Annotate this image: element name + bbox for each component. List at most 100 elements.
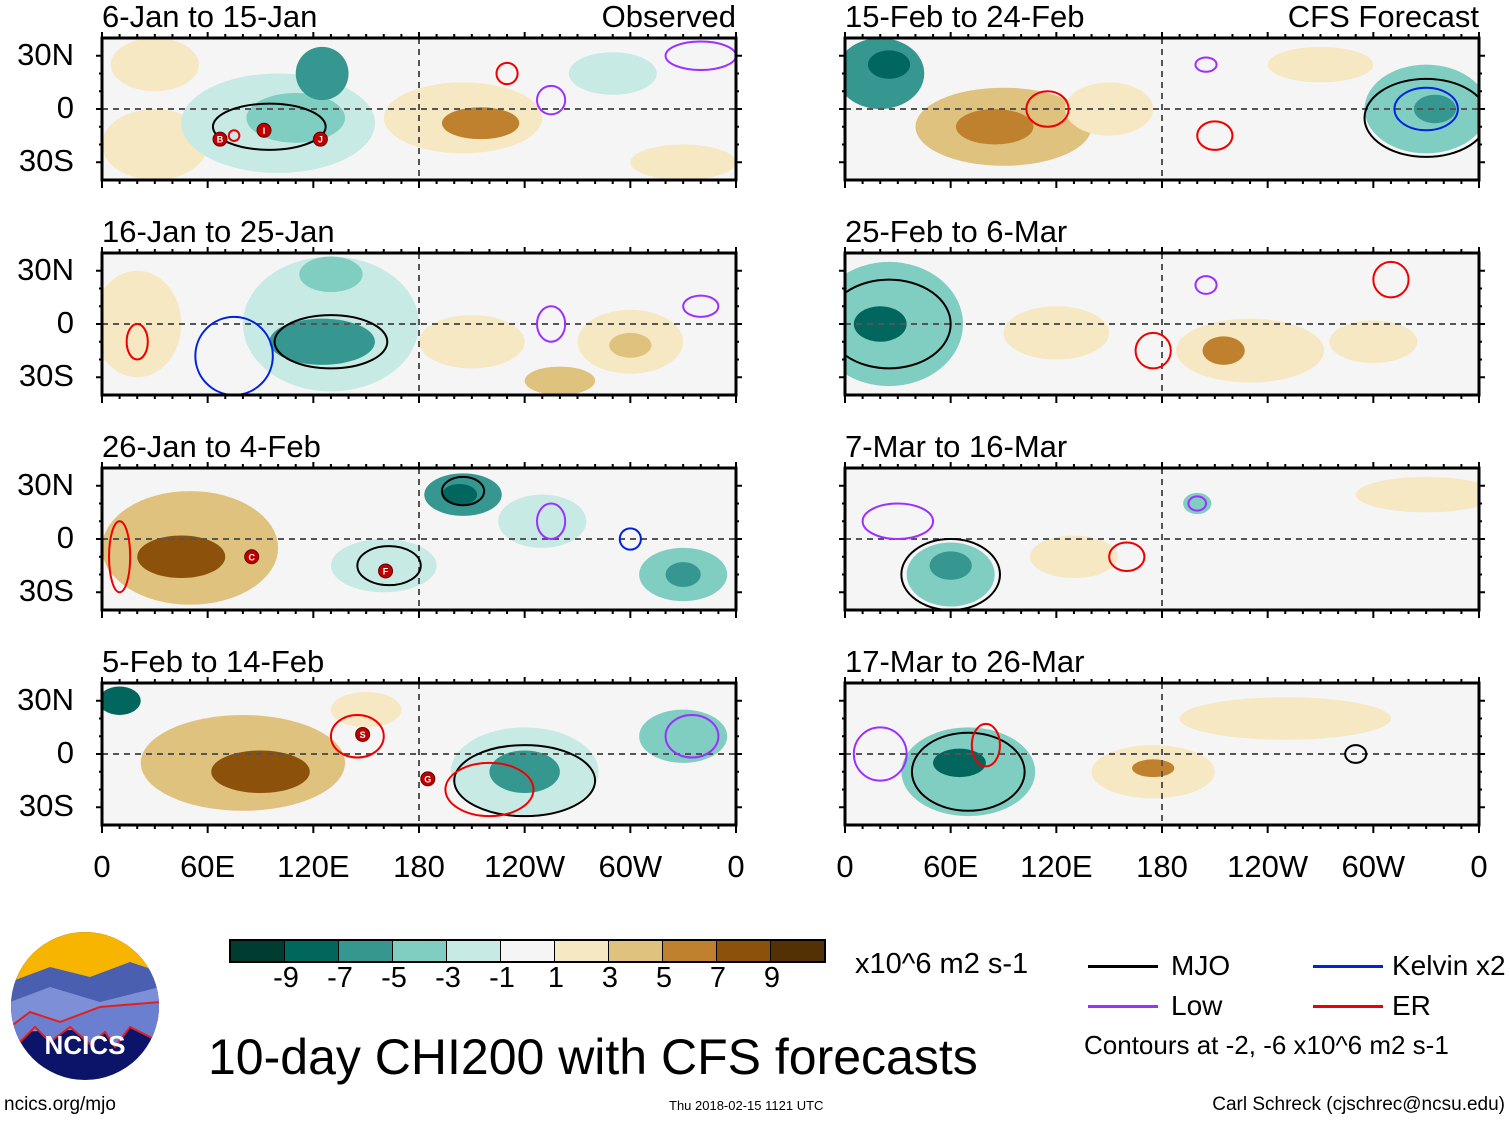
storm-icon: I: [256, 122, 272, 138]
contour-mjo: [440, 475, 486, 507]
legend-label-mjo: MJO: [1171, 950, 1231, 981]
contour-low: [1194, 275, 1218, 295]
contour-mjo: [845, 278, 952, 370]
colorbar-swatch: [393, 941, 447, 961]
svg-text:J: J: [318, 135, 323, 145]
colorbar-tick-label: -5: [381, 962, 407, 994]
colorbar-swatch: [501, 941, 555, 961]
anomaly-region: [630, 144, 736, 180]
map-panel: [839, 462, 1485, 618]
anomaly-region: [441, 107, 520, 140]
contour-er: [444, 761, 535, 818]
storm-icon: G: [420, 771, 436, 787]
anomaly-region: [639, 709, 728, 763]
lon-tick-label: 120W: [484, 849, 566, 884]
anomaly-region: [1179, 697, 1391, 740]
lon-tick-label: 0: [727, 849, 745, 884]
colorbar-tick-label: 1: [547, 962, 565, 994]
anomaly-region: [269, 318, 375, 365]
colorbar-tick-label: -1: [489, 962, 515, 994]
lat-tick-label: 0: [56, 520, 74, 555]
panel-source-label: CFS Forecast: [1287, 0, 1479, 34]
contour-low: [535, 84, 567, 116]
contour-mjo: [453, 744, 597, 818]
contour-er: [495, 61, 519, 86]
lat-tick-label: 0: [56, 735, 74, 770]
colorbar-tick-label: -7: [327, 962, 353, 994]
anomaly-region: [419, 315, 525, 369]
colorbar-tick-label: 3: [601, 962, 619, 994]
lat-tick-label: 0: [56, 305, 74, 340]
panel-title: 25-Feb to 6-Mar: [845, 214, 1068, 249]
storm-icon: S: [355, 726, 371, 742]
anomaly-region: [1413, 94, 1457, 124]
contour-er: [329, 713, 385, 759]
svg-text:NCICS: NCICS: [45, 1030, 126, 1060]
lon-tick-label: 60E: [923, 849, 979, 884]
contour-er: [125, 323, 149, 361]
lon-tick-label: 0: [1470, 849, 1488, 884]
lat-tick-label: 30S: [18, 788, 74, 824]
map-panel: CF: [96, 462, 742, 618]
map-panel: [839, 677, 1485, 833]
contour-er: [970, 722, 1001, 768]
svg-text:S: S: [360, 730, 366, 740]
contour-low: [682, 294, 720, 318]
panel-title: 15-Feb to 24-Feb: [845, 0, 1085, 34]
lon-tick-label: 0: [93, 849, 111, 884]
anomaly-region: [609, 332, 652, 358]
anomaly-region: [1355, 476, 1479, 513]
svg-text:F: F: [383, 566, 389, 576]
contour-kelvin-x2: [618, 527, 642, 551]
contour-mjo: [356, 545, 422, 587]
footer-url[interactable]: ncics.org/mjo: [4, 1094, 116, 1115]
anomaly-region: [102, 270, 182, 378]
storm-icon: J: [312, 131, 328, 147]
anomaly-region: [137, 535, 226, 579]
lon-tick-label: 60W: [1341, 849, 1406, 884]
contour-low: [861, 502, 935, 540]
lat-tick-label: 0: [56, 90, 74, 125]
footer-author: Carl Schreck (cjschrec@ncsu.edu): [1212, 1094, 1505, 1115]
anomaly-region: [867, 50, 911, 79]
legend-label-low: Low: [1171, 990, 1223, 1021]
anomaly-region: [441, 483, 478, 506]
panel-title: 5-Feb to 14-Feb: [102, 644, 325, 679]
svg-text:B: B: [217, 135, 224, 145]
storm-icon: C: [244, 549, 260, 565]
legend-line-kelvin: [1313, 965, 1383, 968]
contour-low: [852, 726, 908, 782]
anomaly-region: [295, 46, 349, 101]
lat-tick-label: 30N: [17, 36, 74, 72]
colorbar-swatch: [609, 941, 663, 961]
svg-text:C: C: [248, 552, 255, 562]
colorbar-swatch: [663, 941, 717, 961]
ncics-logo: NCICS: [11, 932, 159, 1080]
colorbar-swatch: [555, 941, 609, 961]
contour-low: [664, 713, 720, 759]
anomaly-region: [330, 691, 402, 728]
lon-tick-label: 120W: [1227, 849, 1309, 884]
contour-mjo: [1344, 744, 1368, 764]
lon-tick-label: 60W: [598, 849, 663, 884]
anomaly-region: [211, 750, 310, 794]
legend-line-mjo: [1088, 965, 1158, 968]
lat-tick-label: 30N: [17, 466, 74, 502]
anomaly-region: [568, 52, 657, 95]
lon-tick-label: 120E: [1020, 849, 1093, 884]
colorbar-tick-label: 5: [655, 962, 673, 994]
anomaly-region: [489, 750, 560, 794]
map-panel: [839, 247, 1485, 403]
anomaly-region: [299, 256, 363, 293]
contour-low: [1194, 56, 1218, 73]
contour-er: [1025, 90, 1070, 128]
anomaly-region: [1132, 759, 1175, 778]
anomaly-region: [102, 686, 141, 715]
colorbar-tick-label: 7: [709, 962, 727, 994]
anomaly-region: [929, 551, 972, 580]
svg-text:G: G: [424, 774, 431, 784]
anomaly-region: [1267, 46, 1374, 83]
contour-er: [108, 520, 132, 594]
map-panel: [839, 32, 1485, 188]
contour-mjo: [900, 538, 1001, 610]
